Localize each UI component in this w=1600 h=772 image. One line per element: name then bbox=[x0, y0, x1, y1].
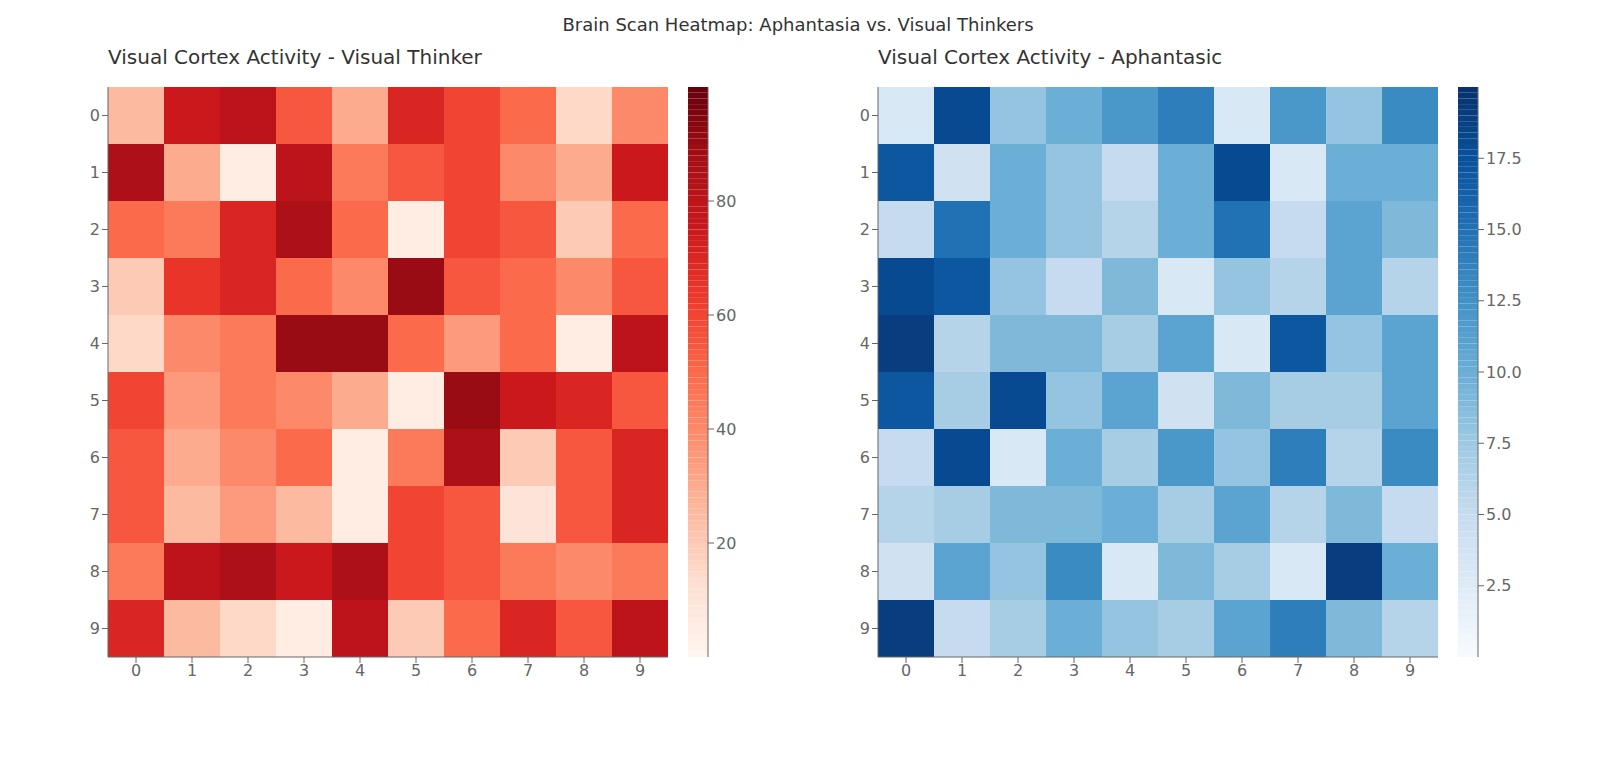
svg-text:2: 2 bbox=[1013, 661, 1023, 680]
svg-text:2: 2 bbox=[90, 220, 100, 239]
svg-text:80: 80 bbox=[716, 192, 736, 211]
svg-text:4: 4 bbox=[355, 661, 365, 680]
svg-text:6: 6 bbox=[90, 448, 100, 467]
svg-text:12.5: 12.5 bbox=[1486, 291, 1522, 310]
svg-text:3: 3 bbox=[1069, 661, 1079, 680]
svg-text:0: 0 bbox=[131, 661, 141, 680]
svg-text:5.0: 5.0 bbox=[1486, 505, 1511, 524]
svg-text:4: 4 bbox=[90, 334, 100, 353]
svg-text:9: 9 bbox=[90, 619, 100, 638]
svg-text:6: 6 bbox=[467, 661, 477, 680]
svg-text:5: 5 bbox=[411, 661, 421, 680]
svg-text:8: 8 bbox=[579, 661, 589, 680]
svg-text:3: 3 bbox=[90, 277, 100, 296]
html-text:Brain Scan Heatmap: Aphantasia: Brain Scan Heatmap: Aphantasia vs. Visua… bbox=[562, 14, 1034, 35]
svg-text:8: 8 bbox=[90, 562, 100, 581]
svg-text:7: 7 bbox=[1293, 661, 1303, 680]
html-text:Visual Cortex Activity - Aphan: Visual Cortex Activity - Aphantasic bbox=[878, 45, 1223, 69]
svg-text:5: 5 bbox=[90, 391, 100, 410]
svg-text:2: 2 bbox=[860, 220, 870, 239]
svg-text:0: 0 bbox=[860, 106, 870, 125]
svg-text:3: 3 bbox=[299, 661, 309, 680]
svg-text:7: 7 bbox=[860, 505, 870, 524]
svg-text:5: 5 bbox=[1181, 661, 1191, 680]
svg-text:0: 0 bbox=[901, 661, 911, 680]
svg-text:7: 7 bbox=[90, 505, 100, 524]
svg-text:4: 4 bbox=[1125, 661, 1135, 680]
svg-text:2.5: 2.5 bbox=[1486, 576, 1511, 595]
svg-text:9: 9 bbox=[635, 661, 645, 680]
svg-text:7.5: 7.5 bbox=[1486, 434, 1511, 453]
svg-text:1: 1 bbox=[187, 661, 197, 680]
svg-text:17.5: 17.5 bbox=[1486, 149, 1522, 168]
svg-text:60: 60 bbox=[716, 306, 736, 325]
svg-text:7: 7 bbox=[523, 661, 533, 680]
svg-text:1: 1 bbox=[957, 661, 967, 680]
svg-text:1: 1 bbox=[860, 163, 870, 182]
svg-text:9: 9 bbox=[860, 619, 870, 638]
svg-text:10.0: 10.0 bbox=[1486, 363, 1522, 382]
svg-text:6: 6 bbox=[1237, 661, 1247, 680]
svg-text:0: 0 bbox=[90, 106, 100, 125]
svg-text:3: 3 bbox=[860, 277, 870, 296]
svg-text:2: 2 bbox=[243, 661, 253, 680]
svg-text:8: 8 bbox=[1349, 661, 1359, 680]
svg-text:8: 8 bbox=[860, 562, 870, 581]
svg-text:15.0: 15.0 bbox=[1486, 220, 1522, 239]
html-text:Visual Cortex Activity - Visua: Visual Cortex Activity - Visual Thinker bbox=[108, 45, 482, 69]
svg-text:5: 5 bbox=[860, 391, 870, 410]
svg-text:40: 40 bbox=[716, 420, 736, 439]
svg-text:20: 20 bbox=[716, 534, 736, 553]
svg-text:6: 6 bbox=[860, 448, 870, 467]
svg-text:1: 1 bbox=[90, 163, 100, 182]
svg-text:4: 4 bbox=[860, 334, 870, 353]
svg-text:9: 9 bbox=[1405, 661, 1415, 680]
